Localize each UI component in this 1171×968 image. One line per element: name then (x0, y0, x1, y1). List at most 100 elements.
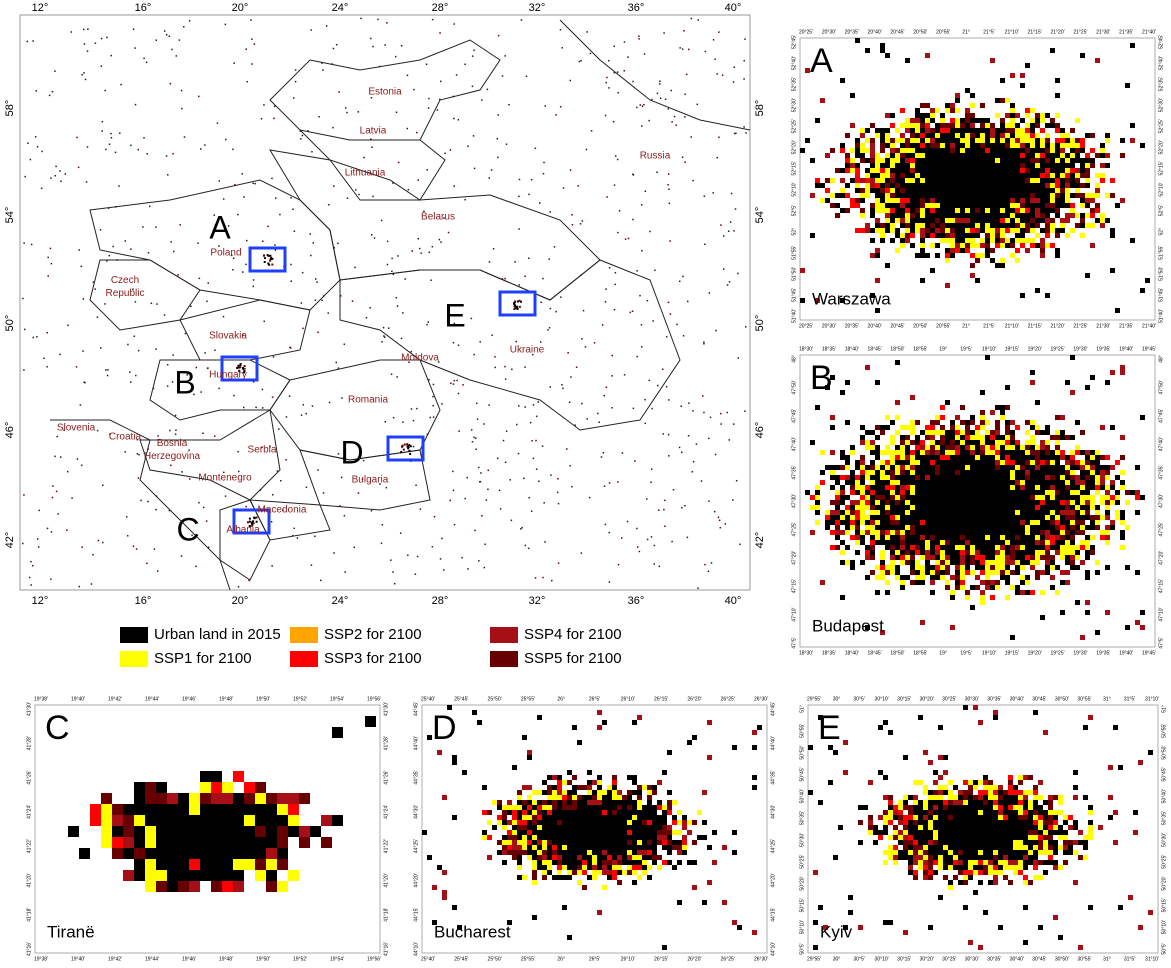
urban-dot (76, 137, 78, 139)
urban-cell (1020, 555, 1025, 560)
urban-cell (995, 173, 1000, 178)
urban-cell (1055, 430, 1060, 435)
urban-dot (310, 255, 312, 257)
urban-dot (251, 63, 253, 64)
urban-cell (1045, 143, 1050, 148)
urban-cell (1105, 505, 1110, 510)
urban-cell (863, 805, 868, 810)
urban-cell (895, 138, 900, 143)
urban-cell (890, 505, 895, 510)
inset-x-tick: 19°52' (293, 956, 307, 962)
urban-cell (898, 830, 903, 835)
urban-cell (990, 540, 995, 545)
urban-cell (1035, 168, 1040, 173)
urban-cell (865, 490, 870, 495)
inset-y-tick: 44°30' (413, 805, 419, 819)
urban-cell (915, 460, 920, 465)
urban-cell (895, 360, 900, 365)
urban-cell (1045, 505, 1050, 510)
urban-cell (903, 815, 908, 820)
urban-cell (1060, 203, 1065, 208)
urban-cell (647, 800, 652, 805)
inset-x-tick: 19°40' (71, 956, 85, 962)
urban-dot (355, 189, 357, 191)
urban-cell (1115, 308, 1120, 313)
inset-x-tick: 26°5' (589, 696, 600, 702)
inset-y-tick: 47°25' (1158, 522, 1164, 536)
urban-dot (208, 547, 210, 549)
urban-cell (905, 435, 910, 440)
urban-cell (567, 835, 572, 840)
inset-y-tick: 44°15' (413, 908, 419, 922)
urban-cell (880, 173, 885, 178)
urban-cell (830, 148, 835, 153)
urban-cell (1040, 243, 1045, 248)
urban-cell (1065, 233, 1070, 238)
urban-cell (850, 198, 855, 203)
urban-cell (1035, 560, 1040, 565)
urban-cell (985, 560, 990, 565)
urban-dot (624, 374, 626, 376)
urban-dot (636, 356, 638, 358)
urban-cell (995, 178, 1000, 183)
urban-cell (562, 790, 567, 795)
urban-cell (1010, 470, 1015, 475)
urban-cell (1055, 480, 1060, 485)
urban-dot (111, 137, 113, 139)
inset-y-tick: 48° (791, 355, 797, 363)
urban-cell (975, 148, 980, 153)
urban-cell (965, 505, 970, 510)
urban-cell (930, 545, 935, 550)
urban-cell (865, 505, 870, 510)
urban-cell (552, 800, 557, 805)
urban-cell (970, 158, 975, 163)
urban-cell (1070, 500, 1075, 505)
urban-dot (533, 404, 535, 406)
urban-dot (432, 19, 434, 21)
urban-cell (945, 258, 950, 263)
urban-cell (860, 485, 865, 490)
urban-cell (945, 505, 950, 510)
urban-cell (1040, 168, 1045, 173)
urban-cell (1065, 580, 1070, 585)
urban-cell (577, 850, 582, 855)
urban-cell (1115, 203, 1120, 208)
urban-cell (865, 530, 870, 535)
urban-cell (885, 53, 890, 58)
urban-dot (688, 49, 690, 51)
urban-cell (572, 860, 577, 865)
urban-cell (935, 138, 940, 143)
urban-cell (1045, 193, 1050, 198)
urban-cell (1005, 475, 1010, 480)
urban-cell (1055, 123, 1060, 128)
urban-cell (537, 830, 542, 835)
urban-cell (900, 163, 905, 168)
urban-cell (925, 565, 930, 570)
urban-cell (870, 515, 875, 520)
urban-cell (607, 845, 612, 850)
urban-cell (1075, 143, 1080, 148)
inset-letter: A (810, 42, 833, 80)
urban-dot (390, 559, 392, 561)
urban-cell (915, 440, 920, 445)
urban-dot (176, 55, 178, 57)
urban-cell (1065, 435, 1070, 440)
urban-cell (915, 133, 920, 138)
urban-cell (672, 865, 677, 870)
urban-cell (955, 138, 960, 143)
urban-cell (1100, 530, 1105, 535)
urban-cell (1000, 78, 1005, 83)
urban-dot (708, 438, 710, 440)
inset-y-tick: 48° (1158, 355, 1164, 363)
urban-cell (883, 850, 888, 855)
urban-cell (1025, 575, 1030, 580)
urban-cell (960, 198, 965, 203)
urban-cell (900, 525, 905, 530)
urban-cell (975, 560, 980, 565)
urban-cell (482, 835, 487, 840)
urban-cell (592, 845, 597, 850)
urban-cell (1015, 470, 1020, 475)
urban-cell (885, 138, 890, 143)
urban-cell (1080, 470, 1085, 475)
urban-dot (32, 40, 34, 42)
